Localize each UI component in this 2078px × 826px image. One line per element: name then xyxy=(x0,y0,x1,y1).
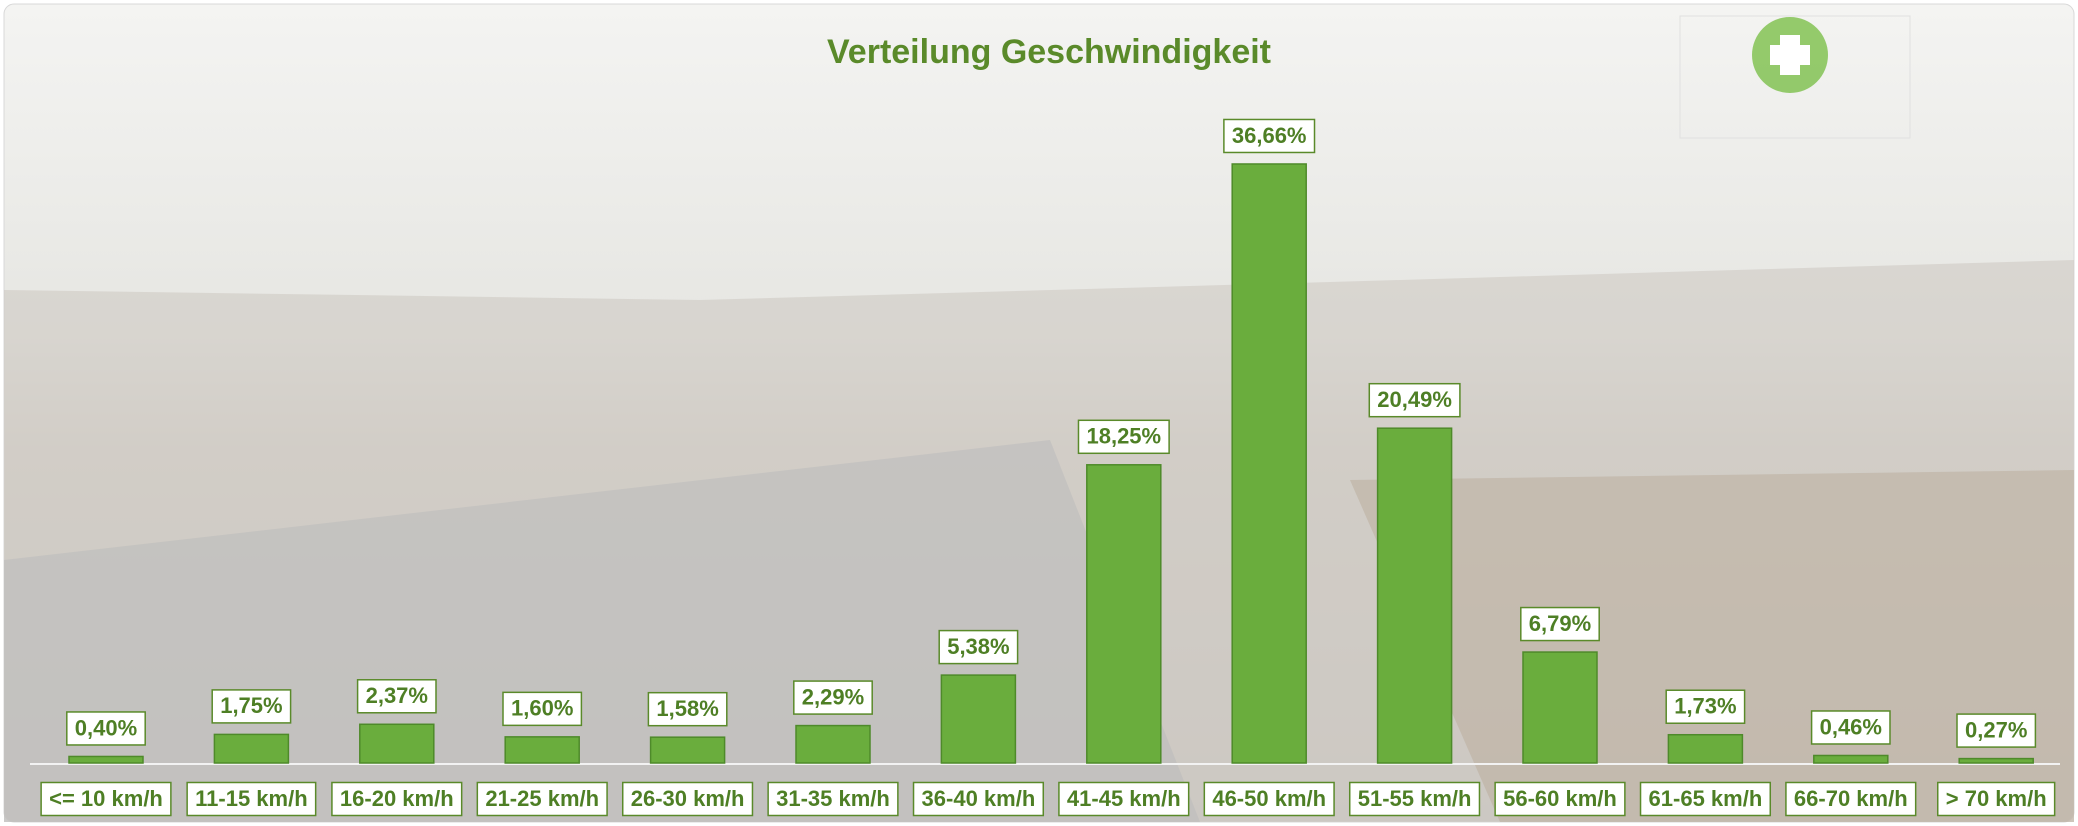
bar xyxy=(1522,651,1598,764)
bar xyxy=(1231,163,1307,764)
value-label-box xyxy=(1665,689,1746,724)
x-tick-label-box xyxy=(1937,781,2056,817)
x-tick-label-box xyxy=(1494,781,1626,817)
x-tick-label-box xyxy=(1203,781,1335,817)
bar xyxy=(940,674,1017,764)
x-tick-label-box xyxy=(1348,781,1481,817)
logo-cross xyxy=(1770,45,1810,65)
bar xyxy=(795,724,871,764)
bar xyxy=(359,723,435,764)
value-label: 2,37% xyxy=(366,683,428,708)
value-label-box xyxy=(356,679,437,714)
x-tick-label-box xyxy=(1785,781,1917,817)
x-tick-label: 66-70 km/h xyxy=(1794,786,1908,811)
x-tick-label-box xyxy=(40,781,172,817)
value-label-box xyxy=(1956,713,2037,748)
value-label-box xyxy=(1077,419,1170,455)
value-label-box xyxy=(1520,606,1600,642)
logo xyxy=(1679,15,1911,139)
value-label-box xyxy=(1368,382,1461,418)
value-label-box xyxy=(1810,710,1891,745)
x-tick-label-box xyxy=(476,781,608,817)
bar xyxy=(1086,464,1162,764)
x-tick-label-box xyxy=(1058,781,1190,817)
value-label: 36,66% xyxy=(1232,123,1307,148)
value-label-box xyxy=(938,629,1019,665)
bar xyxy=(1667,733,1744,764)
bar xyxy=(1376,427,1453,764)
value-label-box xyxy=(66,711,146,746)
x-tick-label: 11-15 km/h xyxy=(195,786,308,811)
x-tick-label-box xyxy=(621,781,754,817)
x-tick-label: 41-45 km/h xyxy=(1067,786,1181,811)
bar xyxy=(1813,754,1889,764)
x-tick-label-box xyxy=(912,781,1045,817)
x-tick-label-box xyxy=(1639,781,1772,817)
x-tick-label: 61-65 km/h xyxy=(1649,786,1763,811)
road xyxy=(4,440,1200,822)
value-label: 6,79% xyxy=(1529,611,1591,636)
bar xyxy=(504,736,580,764)
value-label: 20,49% xyxy=(1377,387,1452,412)
value-label: 1,73% xyxy=(1674,694,1736,719)
x-tick-label: 16-20 km/h xyxy=(340,786,454,811)
logo-frame xyxy=(1679,15,1911,139)
value-label-box xyxy=(502,691,583,727)
value-label-box xyxy=(793,680,873,715)
x-tick-label: 21-25 km/h xyxy=(485,786,599,811)
bar xyxy=(649,736,726,764)
x-tick-label: 26-30 km/h xyxy=(631,786,745,811)
x-tick-label: 56-60 km/h xyxy=(1503,786,1617,811)
bar xyxy=(213,733,290,764)
value-label: 18,25% xyxy=(1086,424,1161,449)
value-label: 5,38% xyxy=(947,634,1009,659)
x-tick-label: <= 10 km/h xyxy=(49,786,163,811)
value-label: 1,58% xyxy=(656,696,718,721)
value-label-box xyxy=(1223,118,1316,154)
chart-title: Verteilung Geschwindigkeit xyxy=(827,33,1271,71)
value-label-box xyxy=(211,689,292,724)
x-tick-label-box xyxy=(767,781,899,817)
value-label: 1,60% xyxy=(511,696,573,721)
value-label: 0,40% xyxy=(75,715,137,740)
bar xyxy=(68,755,144,764)
value-label: 2,29% xyxy=(802,684,864,709)
x-tick-label-box xyxy=(331,781,463,817)
x-tick-label: 36-40 km/h xyxy=(922,786,1036,811)
x-tick-label-box xyxy=(186,781,317,817)
value-label: 1,75% xyxy=(220,693,282,718)
x-tick-label: > 70 km/h xyxy=(1946,786,2047,811)
x-tick-label: 51-55 km/h xyxy=(1358,786,1472,811)
value-label: 0,27% xyxy=(1965,717,2027,742)
bar xyxy=(1958,757,2034,764)
x-tick-label: 46-50 km/h xyxy=(1212,786,1326,811)
x-tick-label: 31-35 km/h xyxy=(776,786,890,811)
value-label: 0,46% xyxy=(1820,714,1882,739)
value-label-box xyxy=(647,691,728,727)
